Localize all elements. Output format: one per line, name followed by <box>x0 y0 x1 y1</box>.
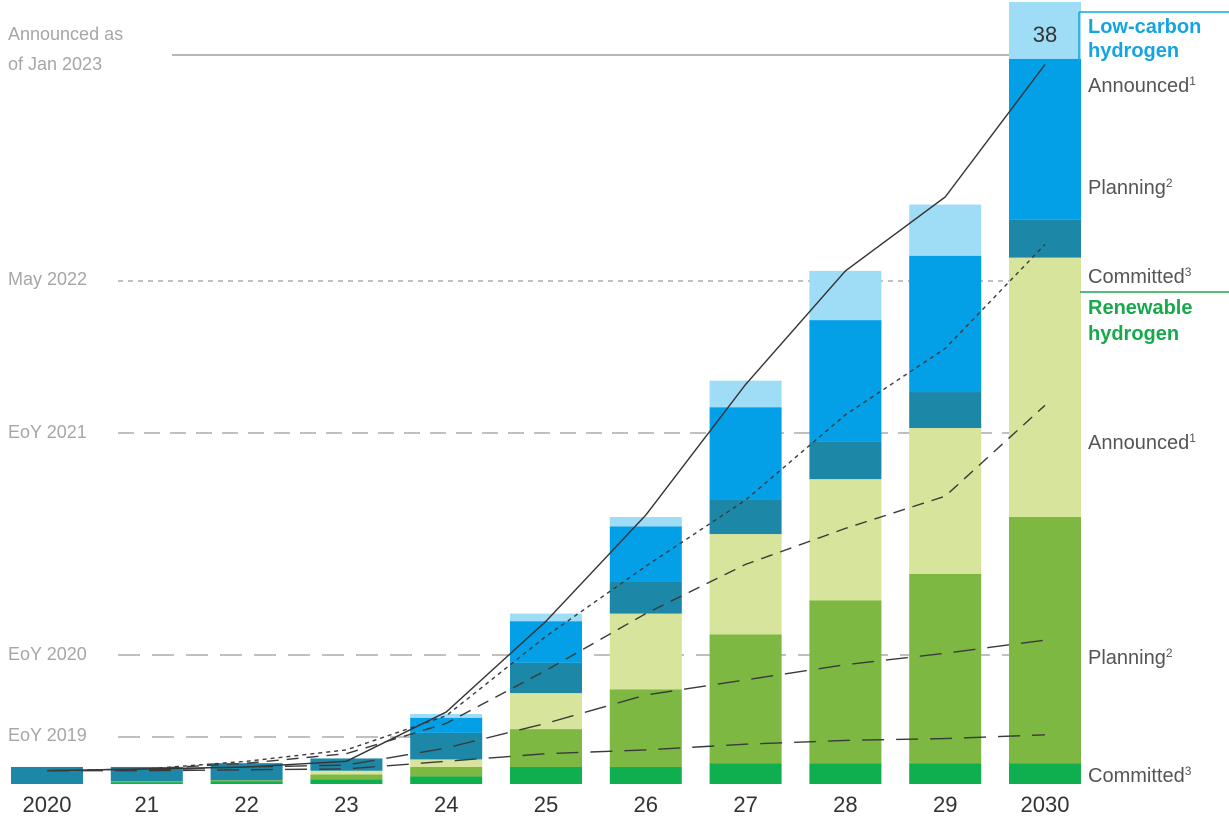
ref-label-announced-as-of-jan-2023-line1: Announced as <box>8 24 123 44</box>
bar-renewable-hydrogen-announced-25 <box>510 693 582 730</box>
bar-renewable-hydrogen-committed-2030 <box>1009 763 1081 784</box>
bar-renewable-hydrogen-announced-23 <box>310 770 383 775</box>
bar-renewable-hydrogen-planning-24 <box>410 766 483 777</box>
bar-renewable-hydrogen-committed-29 <box>909 763 982 784</box>
bar-low-carbon-hydrogen-committed-2020 <box>11 766 83 784</box>
legend-footnote-marker: 2 <box>1166 176 1173 190</box>
bar-renewable-hydrogen-planning-27 <box>709 634 782 764</box>
bar-low-carbon-hydrogen-committed-29 <box>909 392 982 429</box>
bar-low-carbon-hydrogen-announced-26 <box>609 517 682 527</box>
stacked-bars <box>11 1 1081 784</box>
bar-renewable-hydrogen-planning-2030 <box>1009 517 1081 764</box>
bar-renewable-hydrogen-announced-2030 <box>1009 257 1081 518</box>
legend-item-renewable-announced: Announced1 <box>1088 431 1196 454</box>
bar-renewable-hydrogen-committed-25 <box>510 766 582 784</box>
ref-label-announced-as-of-jan-2023-line2: of Jan 2023 <box>8 54 102 74</box>
legend-footnote-marker: 1 <box>1189 431 1196 445</box>
ref-label-eoy-2019: EoY 2019 <box>8 725 87 745</box>
x-axis-tick-labels: 2020 21 22 23 24 25 26 27 28 29 2030 <box>23 792 1070 816</box>
bar-low-carbon-hydrogen-committed-27 <box>709 499 782 535</box>
bar-renewable-hydrogen-planning-25 <box>510 729 582 767</box>
total-value-label: 38 <box>1033 22 1057 47</box>
bar-renewable-hydrogen-planning-26 <box>609 689 682 767</box>
legend: Low-carbonhydrogenRenewablehydrogenAnnou… <box>1078 11 1229 787</box>
bar-low-carbon-hydrogen-announced-2030 <box>1009 1 1081 59</box>
legend-item-renewable-planning: Planning2 <box>1088 646 1173 669</box>
x-tick-label-29: 29 <box>933 792 957 816</box>
bar-renewable-hydrogen-announced-28 <box>809 479 882 601</box>
legend-footnote-marker: 2 <box>1166 646 1173 660</box>
bar-renewable-hydrogen-committed-28 <box>809 763 882 784</box>
trend-line-may-2022 <box>46 243 1046 772</box>
bar-renewable-hydrogen-announced-29 <box>909 428 982 574</box>
bar-renewable-hydrogen-planning-28 <box>809 600 882 764</box>
bar-low-carbon-hydrogen-announced-25 <box>510 613 582 622</box>
ref-label-may-2022: May 2022 <box>8 269 87 289</box>
bar-renewable-hydrogen-planning-22 <box>210 780 283 782</box>
legend-item-low-carbon-committed: Committed3 <box>1088 265 1192 288</box>
bar-renewable-hydrogen-committed-21 <box>110 782 183 784</box>
x-tick-label-28: 28 <box>833 792 857 816</box>
bar-low-carbon-hydrogen-committed-24 <box>410 732 483 760</box>
bar-low-carbon-hydrogen-planning-28 <box>809 320 882 442</box>
x-tick-label-24: 24 <box>434 792 458 816</box>
bar-low-carbon-hydrogen-committed-28 <box>809 441 882 480</box>
legend-footnote-marker: 3 <box>1185 764 1192 778</box>
bar-renewable-hydrogen-committed-22 <box>210 781 283 784</box>
bar-low-carbon-hydrogen-planning-27 <box>709 407 782 500</box>
x-tick-label-26: 26 <box>634 792 658 816</box>
legend-item-low-carbon-announced: Announced1 <box>1088 74 1196 97</box>
legend-group-title-renewable-line1: Renewable <box>1088 297 1192 319</box>
bar-renewable-hydrogen-planning-21 <box>110 781 183 783</box>
bar-renewable-hydrogen-announced-27 <box>709 534 782 635</box>
bar-low-carbon-hydrogen-announced-24 <box>410 713 483 718</box>
bar-renewable-hydrogen-planning-23 <box>310 774 383 780</box>
ref-label-eoy-2020: EoY 2020 <box>8 644 87 664</box>
bar-low-carbon-hydrogen-announced-28 <box>809 270 882 321</box>
x-tick-label-2020: 2020 <box>23 792 72 816</box>
bar-renewable-hydrogen-committed-24 <box>410 776 483 784</box>
bar-low-carbon-hydrogen-committed-25 <box>510 662 582 694</box>
ref-label-eoy-2021: EoY 2021 <box>8 422 87 442</box>
bar-low-carbon-hydrogen-planning-2030 <box>1009 58 1081 220</box>
bar-renewable-hydrogen-committed-27 <box>709 763 782 784</box>
legend-group-title-renewable-line2: hydrogen <box>1088 323 1179 345</box>
legend-footnote-marker: 3 <box>1185 265 1192 279</box>
bar-renewable-hydrogen-announced-26 <box>609 613 682 690</box>
x-tick-label-25: 25 <box>534 792 558 816</box>
legend-item-low-carbon-planning: Planning2 <box>1088 176 1173 199</box>
bar-low-carbon-hydrogen-planning-24 <box>410 717 483 733</box>
bar-renewable-hydrogen-announced-24 <box>410 759 483 767</box>
bar-low-carbon-hydrogen-committed-2030 <box>1009 219 1081 258</box>
bar-renewable-hydrogen-committed-26 <box>609 766 682 784</box>
bar-renewable-hydrogen-committed-23 <box>310 779 383 784</box>
x-tick-label-27: 27 <box>733 792 757 816</box>
bar-low-carbon-hydrogen-announced-29 <box>909 204 982 256</box>
x-tick-label-2030: 2030 <box>1021 792 1070 816</box>
x-tick-label-23: 23 <box>334 792 358 816</box>
legend-item-renewable-committed: Committed3 <box>1088 764 1192 787</box>
legend-group-title-low-carbon-line1: Low-carbon <box>1088 16 1201 38</box>
x-tick-label-21: 21 <box>135 792 159 816</box>
trend-lines: 38 <box>46 22 1057 772</box>
trend-line-announced-as-of-jan-2023 <box>46 64 1046 772</box>
legend-footnote-marker: 1 <box>1189 74 1196 88</box>
trend-line-eoy-2019 <box>47 734 1046 772</box>
x-tick-label-22: 22 <box>234 792 258 816</box>
legend-group-title-low-carbon-line2: hydrogen <box>1088 40 1179 62</box>
bar-low-carbon-hydrogen-planning-29 <box>909 255 982 393</box>
bar-low-carbon-hydrogen-planning-26 <box>609 526 682 582</box>
bar-renewable-hydrogen-planning-29 <box>909 573 982 764</box>
bar-low-carbon-hydrogen-planning-25 <box>510 621 582 663</box>
bar-low-carbon-hydrogen-committed-26 <box>609 581 682 614</box>
trend-line-eoy-2021 <box>46 404 1046 772</box>
